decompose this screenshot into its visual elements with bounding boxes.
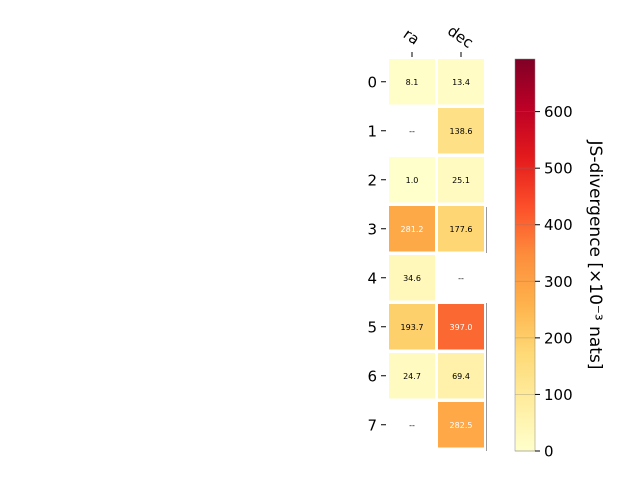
colorbar-label: JS-divergence [×10⁻³ nats] — [585, 140, 605, 370]
heatmap-cell — [438, 206, 484, 252]
heatmap-cell — [389, 353, 435, 399]
column-label-dec: dec — [444, 22, 476, 52]
heatmap-cell — [438, 353, 484, 399]
colorbar-tick-label: 0 — [544, 443, 554, 461]
row-label-3: 3 — [367, 220, 377, 238]
cell-value-label: 1.0 — [406, 176, 419, 185]
row-label-2: 2 — [367, 171, 377, 189]
colorbar: 0 100 200 300 400 500 600 JS-divergence [×10⁻³… — [514, 58, 605, 461]
colorbar-tick-label: 100 — [544, 386, 573, 404]
cell-value-label: 281.2 — [401, 225, 424, 234]
heatmap-cell — [389, 157, 435, 203]
row-label-6: 6 — [367, 367, 377, 385]
cell-value-label: 397.0 — [450, 323, 473, 332]
heatmap-cell — [389, 206, 435, 252]
cell-value-label: 282.5 — [450, 421, 473, 430]
colorbar-tick-label: 300 — [544, 273, 573, 291]
column-labels: ra dec — [400, 22, 477, 57]
colorbar-tick-label: 400 — [544, 216, 573, 234]
row-label-5: 5 — [367, 318, 377, 336]
colorbar-ticks: 0 100 200 300 400 500 600 — [515, 103, 573, 461]
cell-value-label: 13.4 — [452, 78, 470, 87]
cell-value-label: 34.6 — [403, 274, 421, 283]
column-label-ra: ra — [400, 25, 423, 49]
row-label-0: 0 — [367, 73, 377, 91]
heatmap-cell — [389, 304, 435, 350]
cell-value-label: 138.6 — [450, 127, 473, 136]
colorbar-tick-label: 500 — [544, 160, 573, 178]
cell-value-label: -- — [409, 127, 415, 136]
cell-value-label: -- — [458, 274, 464, 283]
colorbar-tick-label: 200 — [544, 329, 573, 347]
cell-value-label: 69.4 — [452, 372, 470, 381]
heatmap-cell — [438, 59, 484, 105]
heatmap-cell — [438, 157, 484, 203]
colorbar-tick-label: 600 — [544, 103, 573, 121]
cell-value-label: 177.6 — [450, 225, 473, 234]
row-labels: 0 1 2 3 4 5 6 7 — [367, 73, 386, 434]
heatmap-cell — [438, 402, 484, 448]
heatmap-cell — [438, 108, 484, 154]
row-label-1: 1 — [367, 122, 377, 140]
cell-value-label: 8.1 — [406, 78, 419, 87]
heatmap-cell — [389, 59, 435, 105]
heatmap-cells: 8.1 13.4 -- 138.6 1.0 25.1 281.2 177.6 34.6 -- 193… — [389, 59, 487, 451]
heatmap-cell — [438, 304, 484, 350]
cell-value-label: 24.7 — [403, 372, 421, 381]
heatmap-cell — [389, 255, 435, 301]
row-label-7: 7 — [367, 416, 377, 434]
cell-value-label: 25.1 — [452, 176, 470, 185]
colorbar-gradient — [514, 58, 536, 452]
cell-value-label: 193.7 — [401, 323, 424, 332]
cell-value-label: -- — [409, 421, 415, 430]
row-label-4: 4 — [367, 269, 377, 287]
